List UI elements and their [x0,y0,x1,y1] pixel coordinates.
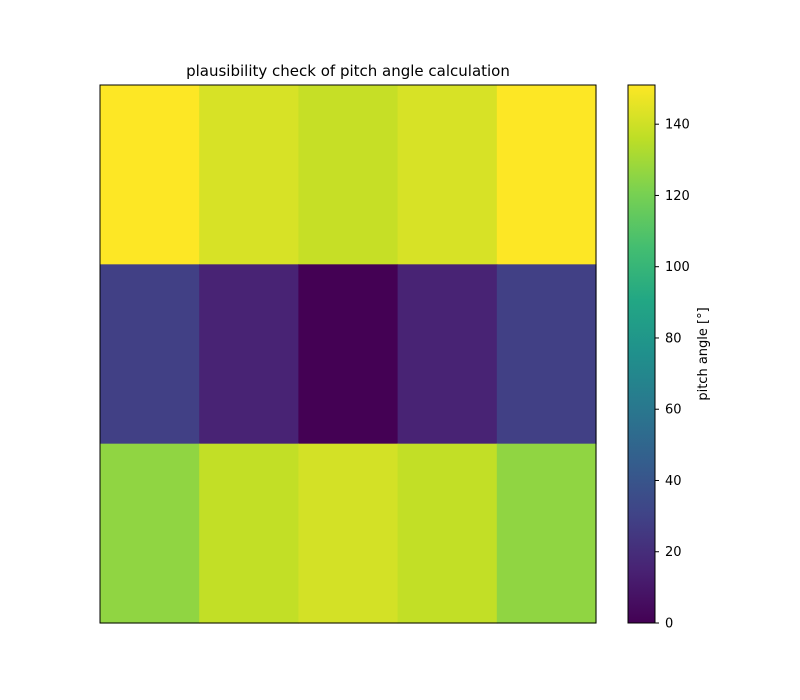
heatmap-frame [99,84,597,624]
heatmap-cell [199,443,299,624]
chart-title: plausibility check of pitch angle calcul… [186,62,510,80]
heatmap-cell [199,264,299,445]
colorbar-tick-label: 120 [665,189,690,204]
colorbar-tick-label: 0 [665,617,673,632]
heatmap-cell [100,443,200,624]
heatmap-cell [298,264,399,445]
heatmap-cell [298,85,399,265]
colorbar-label: pitch angle [°] [696,307,711,400]
colorbar-tick-label: 20 [665,545,682,560]
colorbar-ticks: 0 20 40 60 80 100 120 140 [655,118,690,632]
colorbar-tick-label: 80 [665,331,682,346]
heatmap-cell [298,443,399,624]
heatmap-cell [397,443,498,624]
colorbar-frame [627,84,656,624]
heatmap-cell [496,264,597,445]
heatmap-cell [397,85,498,265]
heatmap-cell [496,85,597,265]
colorbar [628,85,655,623]
colorbar-tick-label: 100 [665,260,690,275]
heatmap-cell [496,443,597,624]
heatmap-cell [100,85,200,265]
heatmap-cell [199,85,299,265]
heatmap-cell [397,264,498,445]
colorbar-tick-label: 140 [665,118,690,133]
heatmap [100,85,597,624]
colorbar-tick-label: 40 [665,474,682,489]
heatmap-cell [100,264,200,445]
colorbar-tick-label: 60 [665,403,682,418]
